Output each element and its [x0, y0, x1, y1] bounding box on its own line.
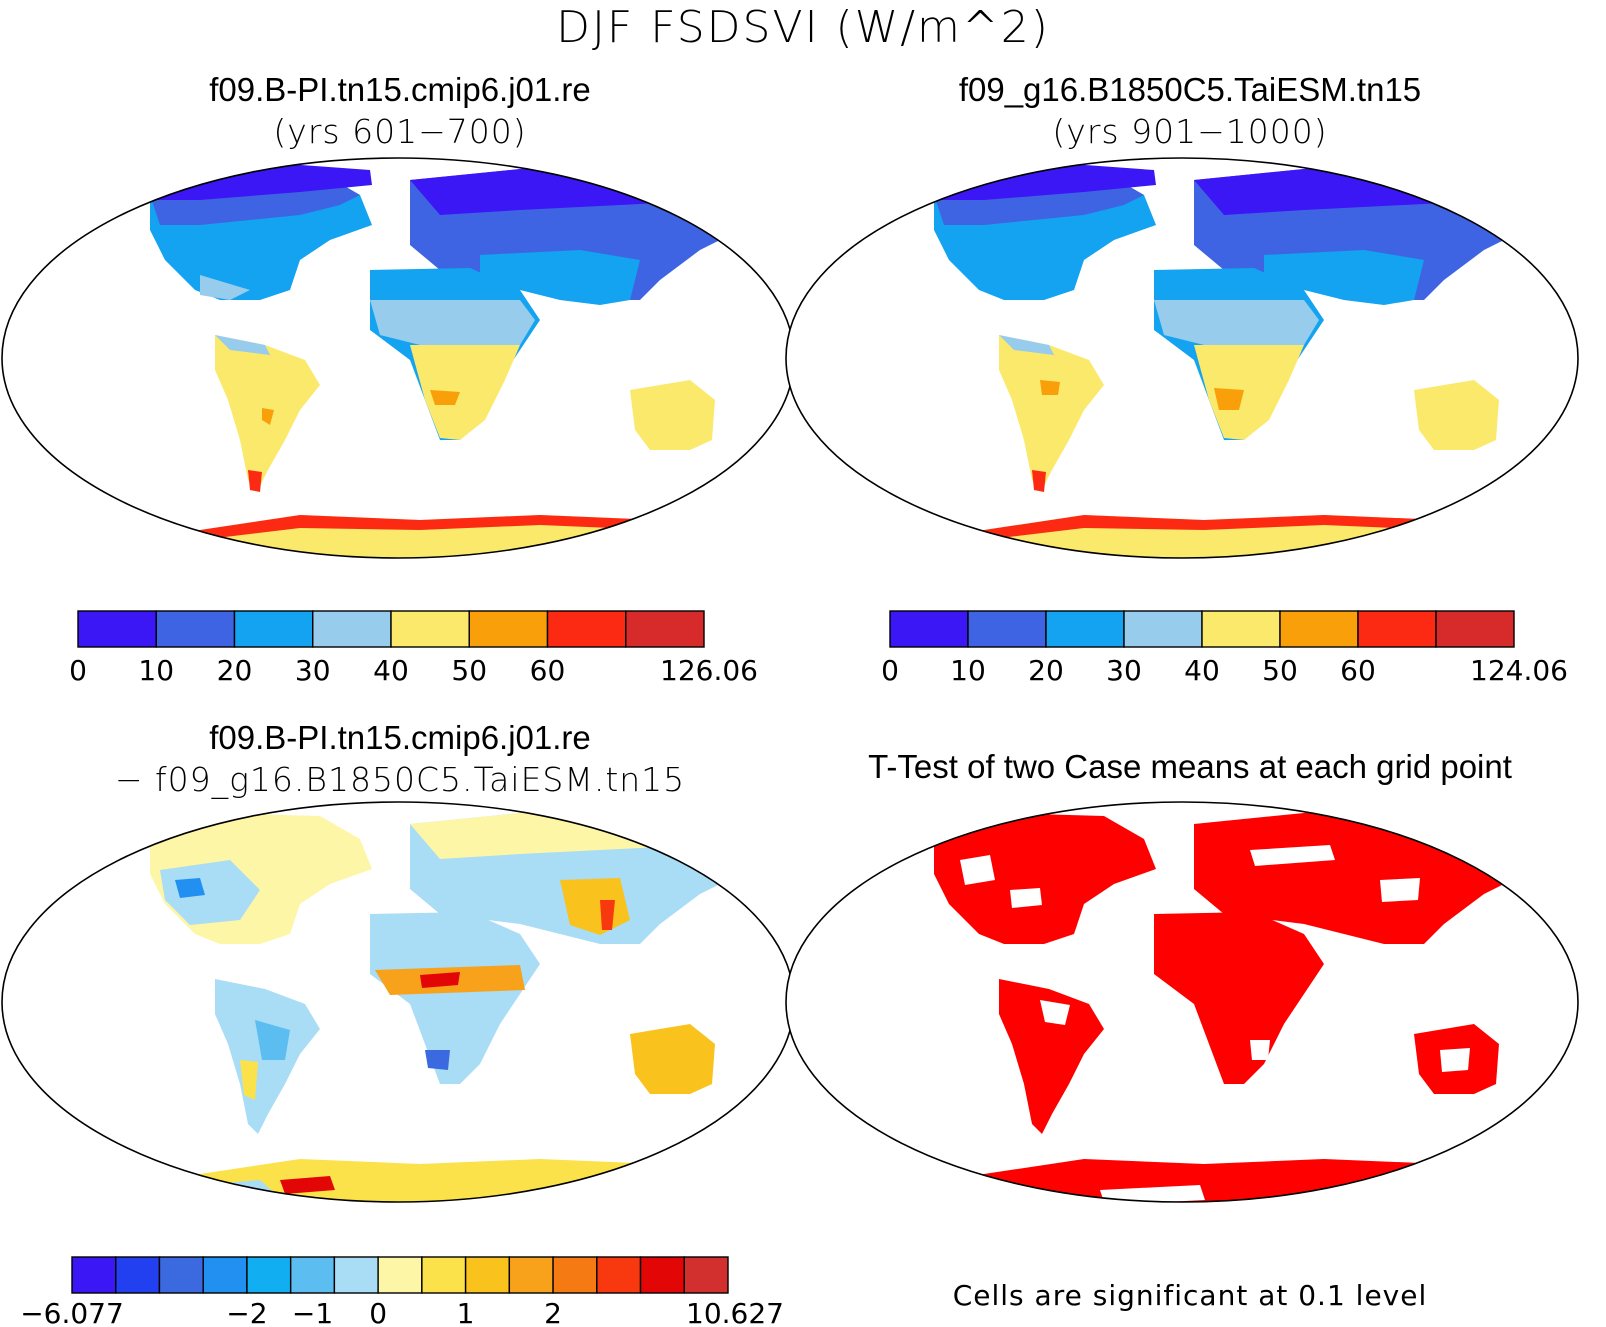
panel-case1-title: f09.B-PI.tn15.cmip6.j01.re — [209, 71, 591, 108]
colorbar-swatch — [546, 610, 627, 648]
colorbar-case1: 0 10 20 30 40 50 60 126.06 — [69, 610, 758, 687]
ttest-note: Cells are significant at 0.1 level — [952, 1279, 1428, 1312]
colorbar-tick-label: 20 — [1028, 654, 1064, 687]
colorbar-swatch — [1123, 610, 1203, 648]
figure-title: DJF FSDSVI (W/m^2) — [556, 2, 1050, 53]
colorbar-swatch — [202, 1256, 248, 1294]
map-panel-case2 — [785, 157, 1579, 559]
colorbar-tick-label: 10 — [950, 654, 986, 687]
map-panel-diff — [1, 801, 795, 1203]
colorbar-tick-label: 40 — [373, 654, 409, 687]
colorbar-swatch — [233, 610, 314, 648]
colorbar-case2: 0 10 20 30 40 50 60 124.06 — [881, 610, 1568, 687]
colorbar-swatch — [377, 1256, 423, 1294]
panel-ttest-title: T-Test of two Case means at each grid po… — [868, 748, 1512, 785]
colorbar-swatch — [596, 1256, 642, 1294]
colorbar-swatch — [1201, 610, 1281, 648]
colorbar-swatch — [289, 1256, 336, 1294]
panel-case2-title: f09_g16.B1850C5.TaiESM.tn15 — [958, 71, 1422, 108]
colorbar-swatch — [468, 610, 549, 648]
colorbar-tick-label: 2 — [544, 1297, 562, 1327]
colorbar-swatch — [683, 1256, 729, 1294]
colorbar-tick-label: −6.077 — [20, 1297, 124, 1327]
colorbar-swatch — [1279, 610, 1359, 648]
colorbar-tick-label: 1 — [457, 1297, 475, 1327]
colorbar-swatch — [1045, 610, 1125, 648]
colorbar-tick-label: 50 — [1262, 654, 1298, 687]
panel-diff-subtitle: − f09_g16.B1850C5.TaiESM.tn15 — [114, 760, 686, 799]
colorbar-swatch — [312, 610, 392, 648]
colorbar-tick-label: −1 — [292, 1297, 333, 1327]
panel-case2-subtitle: (yrs 901−1000) — [1052, 112, 1328, 151]
colorbar-swatch — [77, 610, 157, 648]
colorbar-tick-label: 10.627 — [686, 1297, 784, 1327]
colorbar-swatch — [508, 1256, 554, 1294]
colorbar-swatch — [967, 610, 1047, 648]
colorbar-swatch — [155, 610, 236, 648]
colorbar-swatch — [421, 1256, 467, 1294]
colorbar-swatch — [115, 1256, 161, 1294]
colorbar-tick-label: 60 — [530, 654, 566, 687]
colorbar-swatch — [625, 610, 705, 648]
colorbar-swatch — [333, 1256, 379, 1294]
colorbar-tick-label: 126.06 — [660, 654, 758, 687]
colorbar-swatch — [1435, 610, 1515, 648]
map-panel-ttest — [785, 801, 1579, 1203]
australia-land-c1 — [630, 380, 715, 450]
map-panel-case1 — [1, 157, 795, 559]
colorbar-swatch — [552, 1256, 598, 1294]
colorbar-tick-label: 40 — [1184, 654, 1220, 687]
colorbar-swatch — [1357, 610, 1437, 648]
colorbar-swatch — [639, 1256, 685, 1294]
colorbar-tick-label: 20 — [217, 654, 253, 687]
colorbar-swatch — [158, 1256, 204, 1294]
colorbar-swatch — [71, 1256, 117, 1294]
colorbar-swatch — [390, 610, 470, 648]
colorbar-tick-label: 124.06 — [1470, 654, 1568, 687]
colorbar-tick-label: 30 — [295, 654, 331, 687]
colorbar-swatch — [889, 610, 969, 648]
colorbar-tick-label: −2 — [226, 1297, 267, 1327]
colorbar-tick-label: 0 — [881, 654, 899, 687]
colorbar-swatch — [464, 1256, 511, 1294]
colorbar-tick-label: 50 — [451, 654, 487, 687]
colorbar-tick-label: 0 — [69, 654, 87, 687]
colorbar-tick-label: 30 — [1106, 654, 1142, 687]
panel-case1-subtitle: (yrs 601−700) — [273, 112, 527, 151]
colorbar-tick-label: 60 — [1340, 654, 1376, 687]
panel-diff-title: f09.B-PI.tn15.cmip6.j01.re — [209, 719, 591, 756]
colorbar-tick-label: 0 — [369, 1297, 387, 1327]
colorbar-diff: −6.077 −2 −1 0 1 2 10.627 — [20, 1256, 784, 1327]
colorbar-tick-label: 10 — [138, 654, 174, 687]
colorbar-swatch — [246, 1256, 292, 1294]
